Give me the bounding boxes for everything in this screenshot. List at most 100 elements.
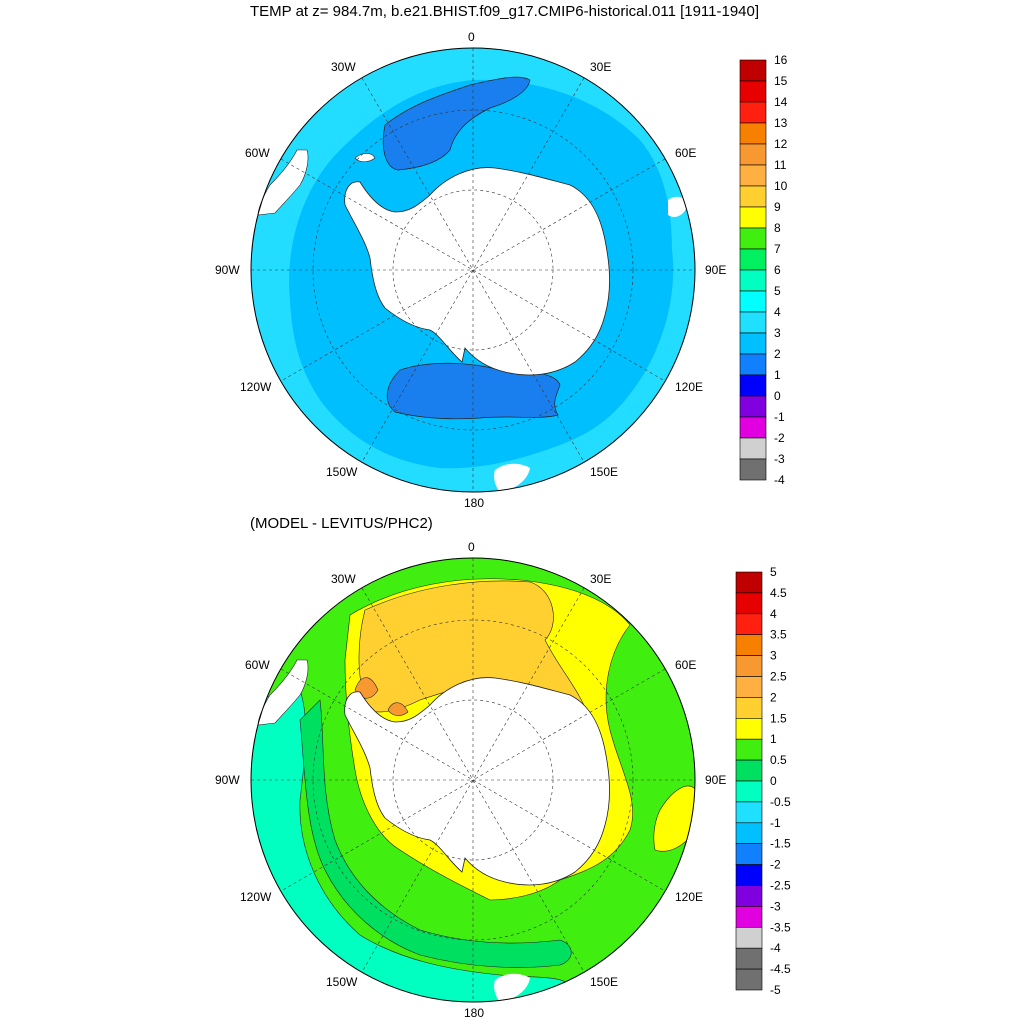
bottom-colorbar-label: -2 xyxy=(770,858,781,872)
bottom-lon-label-0: 0 xyxy=(468,540,475,554)
top-colorbar-label: 16 xyxy=(774,53,788,67)
top-colorbar-box xyxy=(739,164,767,187)
bottom-lon-label-180: 180 xyxy=(464,1006,485,1020)
top-colorbar-box xyxy=(739,143,767,166)
top-colorbar-label: 11 xyxy=(774,158,787,172)
bottom-colorbar-label: 0 xyxy=(770,774,777,788)
bottom-colorbar-label: -5 xyxy=(770,983,781,997)
top-south-america-tip xyxy=(257,149,309,216)
top-lon-label-180: 180 xyxy=(464,496,485,510)
top-colorbar-label: 5 xyxy=(774,284,781,298)
top-colorbar-label: 1 xyxy=(774,368,781,382)
top-colorbar-box xyxy=(739,269,767,292)
top-lon-label-60w: 60W xyxy=(245,146,270,160)
top-colorbar-label: 8 xyxy=(774,221,781,235)
bottom-colorbar-label: 4.5 xyxy=(770,586,787,600)
top-colorbar-label: 6 xyxy=(774,263,781,277)
bottom-map-title: (MODEL - LEVITUS/PHC2) xyxy=(250,515,433,532)
top-colorbar-label: 10 xyxy=(774,179,788,193)
top-colorbar-box xyxy=(739,416,767,439)
bottom-lon-label-90w: 90W xyxy=(215,773,240,787)
top-colorbar-label: 4 xyxy=(774,305,781,319)
top-colorbar-label: 15 xyxy=(774,74,788,88)
top-colorbar-label: 12 xyxy=(774,137,788,151)
top-colorbar-box xyxy=(739,122,767,145)
bottom-lon-label-120e: 120E xyxy=(675,890,704,904)
bottom-colorbar-label: 1.5 xyxy=(770,711,787,725)
bottom-colorbar-label: -4.5 xyxy=(770,962,791,976)
top-lon-label-150w: 150W xyxy=(326,465,358,479)
top-colorbar-box xyxy=(739,458,767,481)
top-antarctica-landmass xyxy=(344,167,610,376)
top-colorbar-box xyxy=(739,101,767,124)
bottom-colorbar-label: 3 xyxy=(770,649,777,663)
bottom-south-america-tip xyxy=(257,659,309,726)
top-lon-label-120w: 120W xyxy=(240,380,272,394)
top-map-border xyxy=(250,47,696,493)
top-lon-label-30e: 30E xyxy=(590,60,612,74)
bottom-lon-label-120w: 120W xyxy=(240,890,272,904)
top-colorbar-label: 9 xyxy=(774,200,781,214)
top-colorbar-box xyxy=(739,185,767,208)
top-colorbar-label: -4 xyxy=(774,473,785,487)
top-lon-label-0: 0 xyxy=(468,30,475,44)
bottom-colorbar-box xyxy=(735,864,763,886)
top-colorbar-label: -2 xyxy=(774,431,785,445)
top-colorbar-box xyxy=(739,248,767,271)
top-colorbar-label: 0 xyxy=(774,389,781,403)
top-lon-label-120e: 120E xyxy=(675,380,704,394)
top-colorbar-label: 3 xyxy=(774,326,781,340)
top-lon-label-30w: 30W xyxy=(331,60,356,74)
bottom-colorbar-box xyxy=(735,906,763,928)
top-colorbar-box xyxy=(739,290,767,313)
bottom-antarctica-landmass xyxy=(344,677,610,886)
top-colorbar-label: -1 xyxy=(774,410,785,424)
bottom-colorbar-box xyxy=(735,634,763,656)
top-colorbar-box xyxy=(739,353,767,376)
bottom-colorbar-box xyxy=(735,968,763,991)
bottom-lon-label-60w: 60W xyxy=(245,658,270,672)
bottom-colorbar-label: -4 xyxy=(770,941,781,955)
top-colorbar-box xyxy=(739,437,767,460)
bottom-colorbar-box xyxy=(735,592,763,615)
bottom-colorbar-box xyxy=(735,801,763,824)
bottom-colorbar: 5 4.5 4 3.5 3 2.5 2 1.5 1 0.5 0 -0.5 -1 -1.5 -2 -2.5 -3 -… xyxy=(735,565,791,997)
bottom-colorbar-box xyxy=(735,780,763,803)
bottom-lon-label-150w: 150W xyxy=(326,975,358,989)
bottom-colorbar-label: 1 xyxy=(770,732,777,746)
top-colorbar-label: 2 xyxy=(774,347,781,361)
bottom-colorbar-box xyxy=(735,571,763,594)
top-colorbar-box xyxy=(739,227,767,250)
bottom-colorbar-box xyxy=(735,947,763,970)
bottom-colorbar-box xyxy=(735,717,763,740)
top-graticule xyxy=(251,48,695,492)
top-colorbar-box xyxy=(739,59,767,82)
top-map-title: TEMP at z= 984.7m, b.e21.BHIST.f09_g17.C… xyxy=(250,3,760,20)
top-colorbar-label: 14 xyxy=(774,95,788,109)
bottom-colorbar-label: -0.5 xyxy=(770,795,791,809)
bottom-colorbar-box xyxy=(735,676,763,698)
bottom-graticule xyxy=(251,558,695,1002)
top-colorbar-box xyxy=(739,374,767,397)
bottom-lon-label-90e: 90E xyxy=(705,773,727,787)
bottom-lon-label-30e: 30E xyxy=(590,572,612,586)
bottom-colorbar-box xyxy=(735,822,763,844)
bottom-colorbar-box xyxy=(735,759,763,782)
top-colorbar-label: 13 xyxy=(774,116,788,130)
top-lon-label-90w: 90W xyxy=(215,263,240,277)
top-colorbar-box xyxy=(739,311,767,334)
bottom-colorbar-box xyxy=(735,655,763,677)
top-colorbar-label: 7 xyxy=(774,242,781,256)
top-colorbar-box xyxy=(739,80,767,103)
bottom-lon-label-150e: 150E xyxy=(590,975,619,989)
bottom-colorbar-box xyxy=(735,697,763,719)
top-lon-label-60e: 60E xyxy=(675,146,697,160)
bottom-colorbar-box xyxy=(735,738,763,761)
bottom-colorbar-label: 2 xyxy=(770,690,777,704)
bottom-colorbar-label: 3.5 xyxy=(770,628,787,642)
bottom-colorbar-label: -1 xyxy=(770,816,781,830)
top-colorbar-box xyxy=(739,206,767,229)
bottom-colorbar-box xyxy=(735,926,763,949)
